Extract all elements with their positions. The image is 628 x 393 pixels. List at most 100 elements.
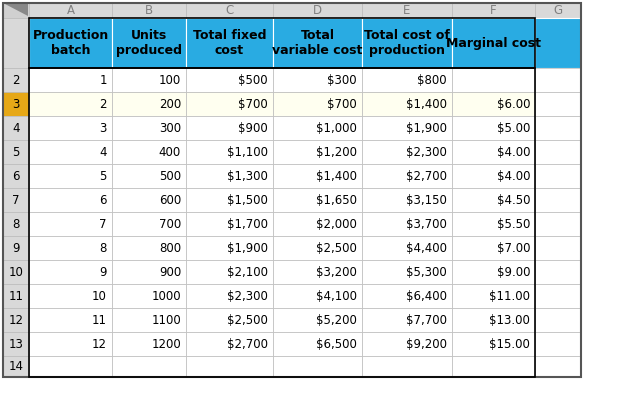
Bar	[452, 332, 535, 356]
Bar	[362, 164, 452, 188]
Bar	[362, 260, 452, 284]
Bar	[186, 308, 273, 332]
Bar	[29, 92, 112, 116]
Bar	[3, 3, 29, 18]
Text: $2,300: $2,300	[227, 290, 268, 303]
Text: 10: 10	[9, 266, 23, 279]
Text: Total cost of
production: Total cost of production	[364, 29, 450, 57]
Bar	[273, 308, 362, 332]
Text: 13: 13	[9, 338, 23, 351]
Bar	[29, 18, 535, 68]
Text: 2: 2	[13, 73, 19, 86]
Text: $3,200: $3,200	[316, 266, 357, 279]
Text: $2,000: $2,000	[316, 217, 357, 231]
Bar	[3, 236, 29, 260]
Bar	[362, 212, 452, 236]
Text: $4.00: $4.00	[497, 169, 530, 182]
Bar	[535, 260, 581, 284]
Text: 7: 7	[13, 193, 19, 206]
Text: $1,500: $1,500	[227, 193, 268, 206]
Bar	[3, 164, 29, 188]
Text: Units
produced: Units produced	[116, 29, 182, 57]
Polygon shape	[5, 4, 28, 16]
Bar	[29, 260, 112, 284]
Bar	[362, 92, 452, 116]
Bar	[362, 332, 452, 356]
Bar	[186, 356, 273, 377]
Bar	[452, 116, 535, 140]
Text: $700: $700	[238, 97, 268, 110]
Bar	[3, 116, 29, 140]
Bar	[362, 188, 452, 212]
Text: $5.00: $5.00	[497, 121, 530, 134]
Bar	[535, 3, 581, 18]
Bar	[186, 68, 273, 92]
Bar	[535, 116, 581, 140]
Bar	[29, 68, 535, 377]
Bar	[186, 332, 273, 356]
Bar	[535, 18, 581, 68]
Bar	[452, 308, 535, 332]
Bar	[29, 188, 112, 212]
Text: $4.50: $4.50	[497, 193, 530, 206]
Bar	[362, 3, 452, 18]
Text: $7,700: $7,700	[406, 314, 447, 327]
Bar	[273, 18, 362, 68]
Bar	[3, 284, 29, 308]
Bar	[535, 356, 581, 377]
Text: 12: 12	[92, 338, 107, 351]
Text: Production
batch: Production batch	[33, 29, 109, 57]
Bar	[3, 260, 29, 284]
Text: $7.00: $7.00	[497, 242, 530, 255]
Bar	[452, 140, 535, 164]
Text: B: B	[145, 4, 153, 17]
Bar	[273, 212, 362, 236]
Bar	[29, 308, 112, 332]
Bar	[186, 116, 273, 140]
Text: Total fixed
cost: Total fixed cost	[193, 29, 266, 57]
Text: 1: 1	[99, 73, 107, 86]
Bar	[452, 68, 535, 92]
Bar	[29, 68, 112, 92]
Bar	[29, 332, 112, 356]
Bar	[362, 308, 452, 332]
Text: $6,400: $6,400	[406, 290, 447, 303]
Bar	[362, 356, 452, 377]
Bar	[186, 92, 273, 116]
Text: $2,500: $2,500	[227, 314, 268, 327]
Text: $2,100: $2,100	[227, 266, 268, 279]
Bar	[362, 68, 452, 92]
Text: 100: 100	[159, 73, 181, 86]
Bar	[362, 116, 452, 140]
Text: 6: 6	[99, 193, 107, 206]
Text: $13.00: $13.00	[489, 314, 530, 327]
Text: $5.50: $5.50	[497, 217, 530, 231]
Bar	[29, 236, 112, 260]
Bar	[535, 68, 581, 92]
Text: 1000: 1000	[151, 290, 181, 303]
Text: $6.00: $6.00	[497, 97, 530, 110]
Text: 8: 8	[100, 242, 107, 255]
Bar	[186, 140, 273, 164]
Text: $9,200: $9,200	[406, 338, 447, 351]
Bar	[273, 236, 362, 260]
Text: $11.00: $11.00	[489, 290, 530, 303]
Bar	[112, 260, 186, 284]
Bar	[535, 212, 581, 236]
Bar	[535, 188, 581, 212]
Text: E: E	[403, 4, 411, 17]
Bar	[273, 284, 362, 308]
Bar	[273, 356, 362, 377]
Bar	[452, 164, 535, 188]
Bar	[362, 18, 452, 68]
Bar	[273, 140, 362, 164]
Bar	[112, 188, 186, 212]
Bar	[29, 356, 112, 377]
Text: $1,900: $1,900	[227, 242, 268, 255]
Bar	[3, 140, 29, 164]
Text: $500: $500	[239, 73, 268, 86]
Text: $1,200: $1,200	[316, 145, 357, 158]
Bar	[29, 116, 112, 140]
Text: 11: 11	[92, 314, 107, 327]
Text: 800: 800	[159, 242, 181, 255]
